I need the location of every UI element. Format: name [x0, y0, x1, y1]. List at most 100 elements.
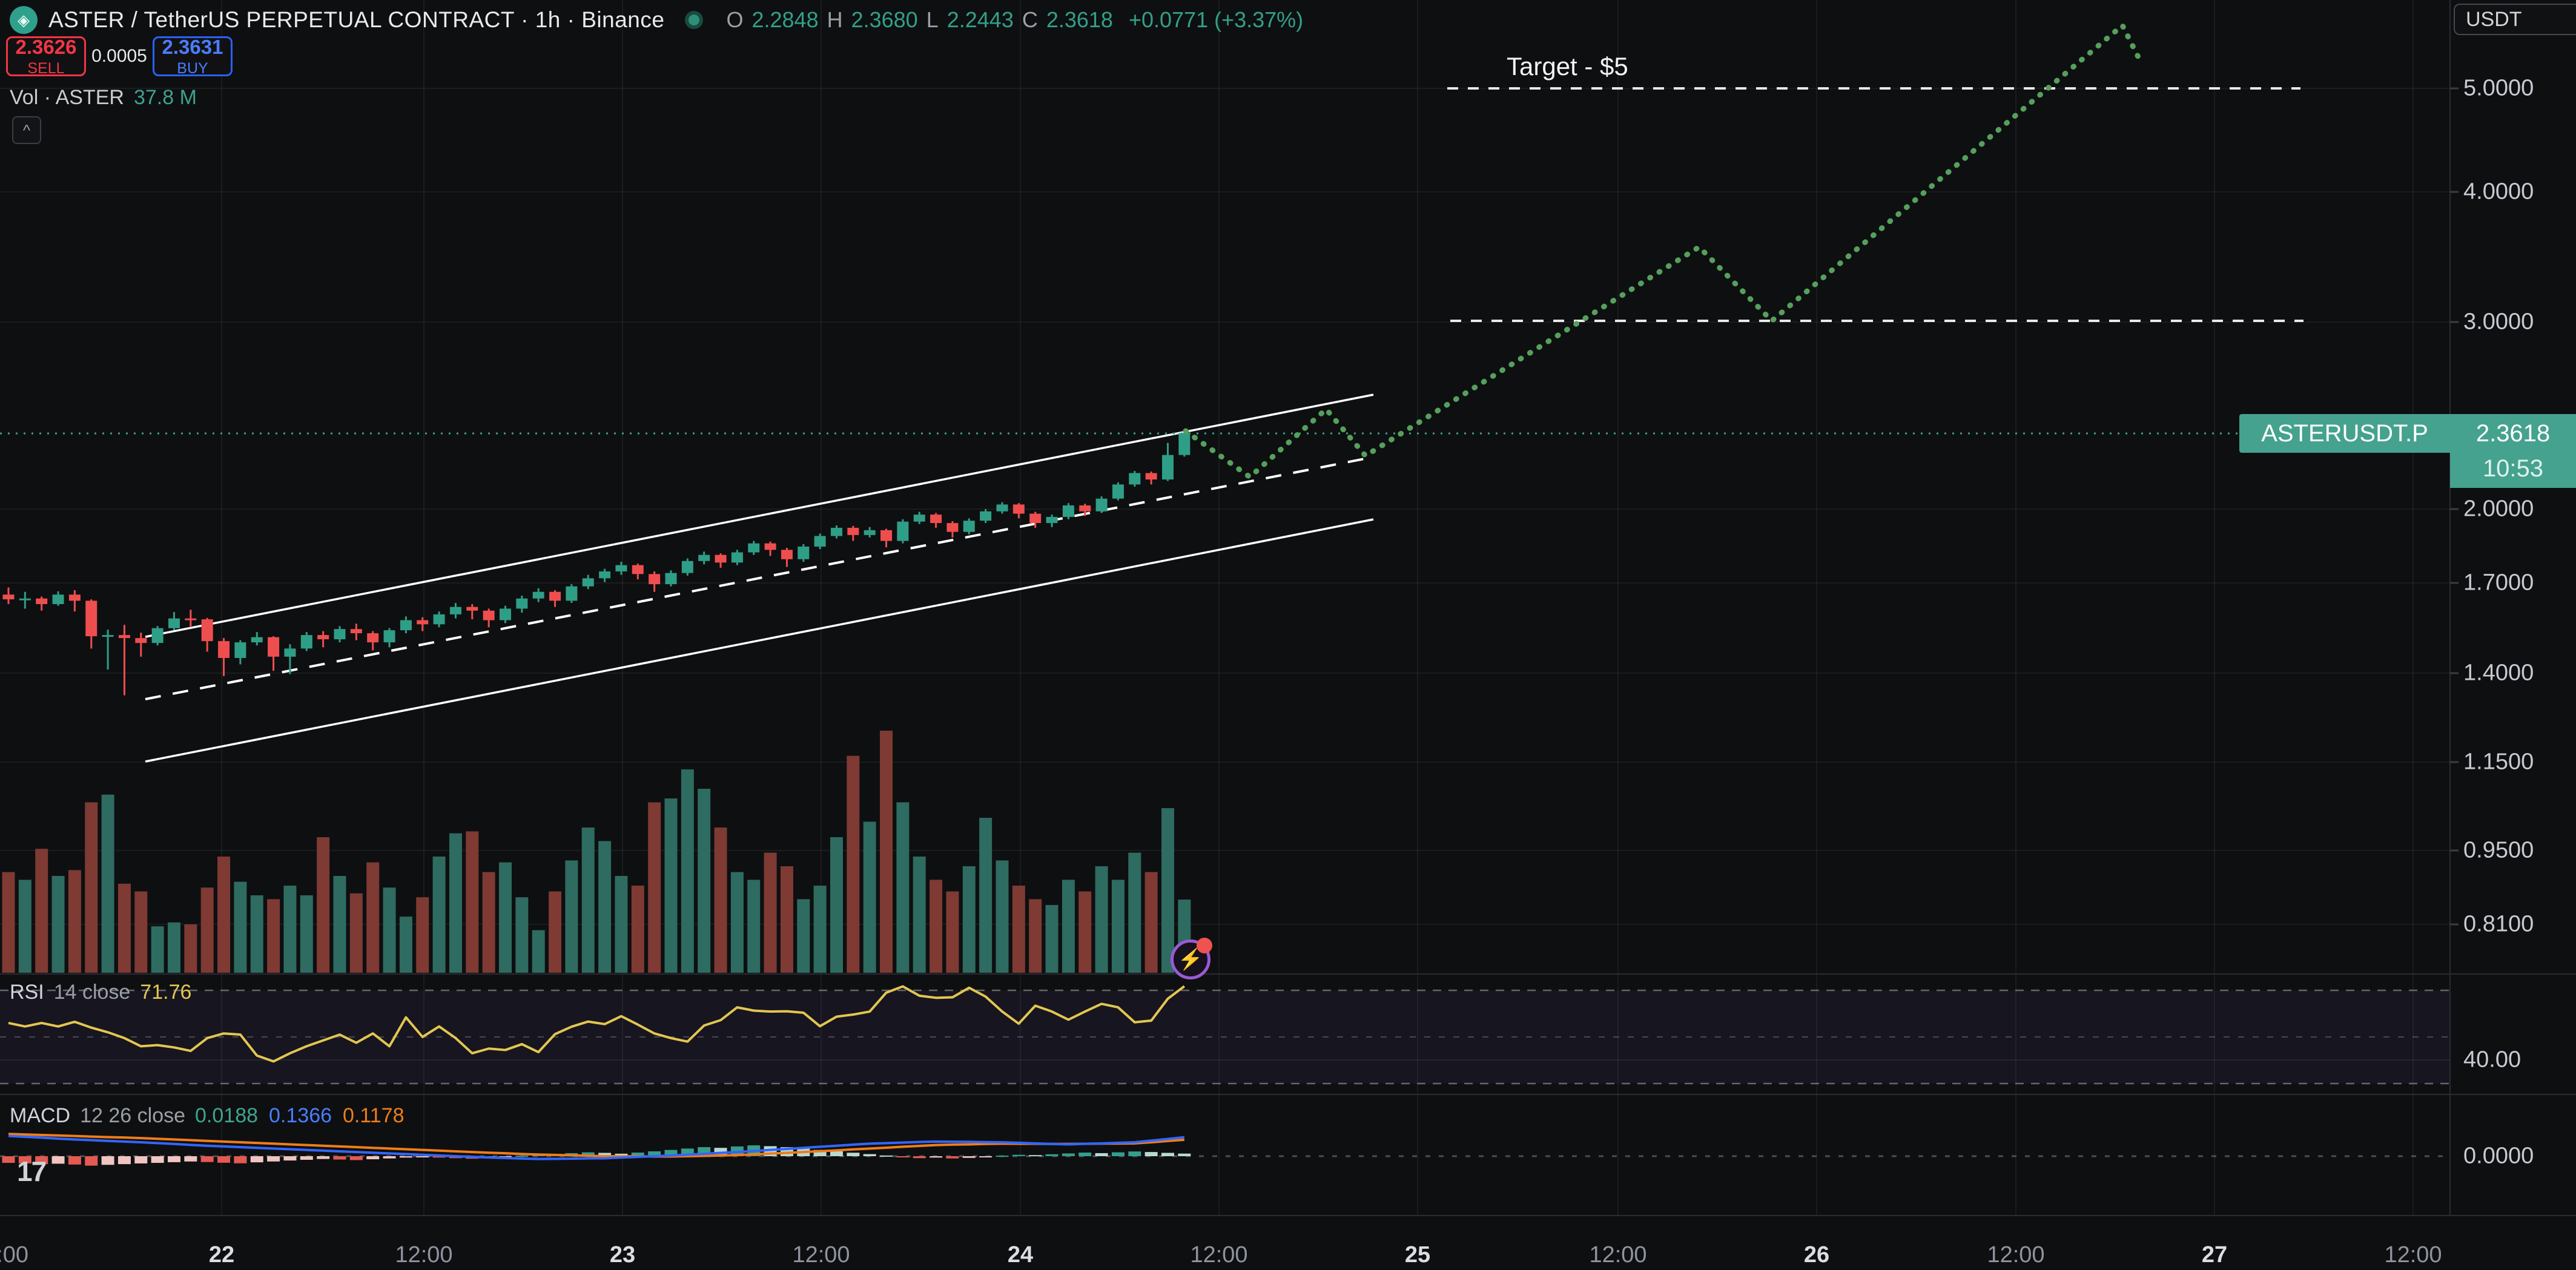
- currency-selector[interactable]: USDT ⌄: [2454, 4, 2576, 35]
- candle-body: [68, 594, 81, 601]
- time-tick-label: 12:00: [1589, 1242, 1647, 1268]
- candle-body: [1012, 504, 1025, 514]
- candle-body: [284, 648, 296, 657]
- tradingview-logo-icon[interactable]: 17: [17, 1156, 47, 1187]
- price-axis[interactable]: 5.0000 4.0000 3.0000 2.0000 1.7000 1.4000 1.15…: [2450, 0, 2576, 1270]
- volume-bar: [85, 802, 98, 973]
- candle-body: [897, 521, 909, 541]
- macd-histogram-bar: [117, 1156, 131, 1165]
- candle-body: [996, 504, 1008, 512]
- macd-histogram-bar: [813, 1150, 827, 1156]
- buy-price: 2.3631: [162, 35, 223, 58]
- price-tick-label: 0.8100: [2463, 911, 2534, 937]
- macd-histogram-bar: [2, 1156, 15, 1163]
- volume-bar: [1161, 808, 1174, 973]
- rsi-params: 14 close: [53, 981, 131, 1004]
- candle-body: [1112, 484, 1124, 499]
- sell-button[interactable]: 2.3626 SELL: [6, 35, 86, 77]
- volume-bar: [962, 866, 976, 973]
- target-annotation-label[interactable]: Target - $5: [1507, 52, 1628, 81]
- coin-logo-icon: ◈: [10, 6, 38, 34]
- time-tick-label: 24: [1007, 1242, 1034, 1268]
- macd-histogram-bar: [283, 1156, 297, 1161]
- symbol-title[interactable]: ASTER / TetherUS PERPETUAL CONTRACT · 1h…: [48, 7, 665, 32]
- time-axis[interactable]: 2:00 22 12:00 23 12:00 24 12:00 25 12:00 26 12:00 2…: [0, 1216, 2576, 1270]
- candle-body: [466, 607, 478, 611]
- volume-bar: [1078, 891, 1092, 973]
- candle-body: [698, 554, 710, 561]
- candle-body: [367, 633, 379, 643]
- last-price-value: 2.3618: [2475, 420, 2551, 447]
- buy-button[interactable]: 2.3631 BUY: [153, 35, 233, 77]
- volume-bar: [317, 837, 330, 973]
- symbol-tag[interactable]: ASTERUSDT.P: [2239, 414, 2450, 453]
- macd-histogram-bar: [1045, 1154, 1058, 1156]
- macd-histogram-bar: [383, 1156, 396, 1159]
- volume-bar: [581, 827, 595, 973]
- rsi-legend[interactable]: RSI 14 close 71.76: [10, 981, 191, 1004]
- buy-label: BUY: [177, 59, 208, 77]
- candle-body: [201, 619, 213, 642]
- collapse-panel-button[interactable]: ^: [12, 116, 41, 144]
- candle-body: [19, 598, 31, 600]
- candle-body: [449, 607, 461, 614]
- candle-body: [251, 637, 263, 643]
- price-tick-label: 4.0000: [2463, 179, 2534, 205]
- candle-body: [764, 543, 776, 550]
- candle-body: [847, 527, 859, 535]
- macd-histogram-bar: [880, 1155, 893, 1157]
- volume-bar: [681, 769, 694, 973]
- pulse-badge-icon[interactable]: ⚡: [1171, 938, 1212, 979]
- candle-body: [483, 610, 495, 620]
- volume-bar: [1111, 880, 1125, 973]
- macd-histogram-bar: [979, 1156, 992, 1157]
- last-price-tag[interactable]: 2.3618 10:53: [2450, 414, 2576, 488]
- channel-lower-line: [145, 518, 1374, 763]
- volume-bar: [863, 821, 876, 973]
- time-tick-label: 27: [2201, 1242, 2228, 1268]
- volume-bar: [250, 895, 263, 973]
- macd-histogram-bar: [184, 1156, 197, 1162]
- volume-bar: [764, 852, 777, 973]
- volume-bar: [615, 876, 628, 973]
- volume-bar: [1144, 872, 1158, 973]
- realtime-dot-icon[interactable]: [685, 11, 704, 29]
- candle-body: [1162, 455, 1174, 480]
- volume-bar: [366, 862, 380, 973]
- candle-body: [930, 515, 942, 524]
- volume-bar: [300, 895, 313, 973]
- candle-body: [102, 635, 114, 637]
- rsi-name: RSI: [10, 981, 44, 1004]
- ohlc-key: L: [926, 7, 939, 32]
- volume-bar: [283, 886, 297, 973]
- macd-histogram-bar: [598, 1153, 612, 1156]
- volume-legend[interactable]: Vol · ASTER 37.8 M: [10, 86, 197, 110]
- macd-histogram-bar: [1161, 1153, 1174, 1156]
- volume-bar: [780, 866, 793, 973]
- volume-bar: [813, 886, 827, 973]
- channel-median-line: [145, 456, 1374, 700]
- volume-bar: [18, 880, 31, 973]
- macd-legend[interactable]: MACD 12 26 close 0.0188 0.1366 0.1178: [10, 1104, 404, 1128]
- macd-histogram-bar: [18, 1156, 31, 1163]
- candle-body: [963, 521, 975, 532]
- candle-body: [632, 565, 644, 574]
- time-tick-label: 12:00: [395, 1242, 453, 1268]
- candle-body: [681, 561, 693, 573]
- candle-body: [880, 530, 893, 541]
- volume-bar: [515, 897, 529, 973]
- volume-label: Vol · ASTER: [10, 86, 124, 109]
- volume-bar: [68, 870, 81, 973]
- macd-histogram-bar: [333, 1156, 346, 1160]
- time-tick-label: 12:00: [1190, 1242, 1248, 1268]
- candle-body: [350, 629, 362, 634]
- rsi-line: [8, 985, 1186, 1063]
- candle-body: [516, 598, 528, 609]
- macd-histogram-bar: [35, 1156, 48, 1165]
- sell-price: 2.3626: [15, 35, 77, 58]
- candle-body: [52, 594, 64, 604]
- price-tick-label: 2.0000: [2463, 496, 2534, 522]
- macd-signal-line: [8, 1133, 1184, 1158]
- spread-value: 0.0005: [91, 46, 147, 66]
